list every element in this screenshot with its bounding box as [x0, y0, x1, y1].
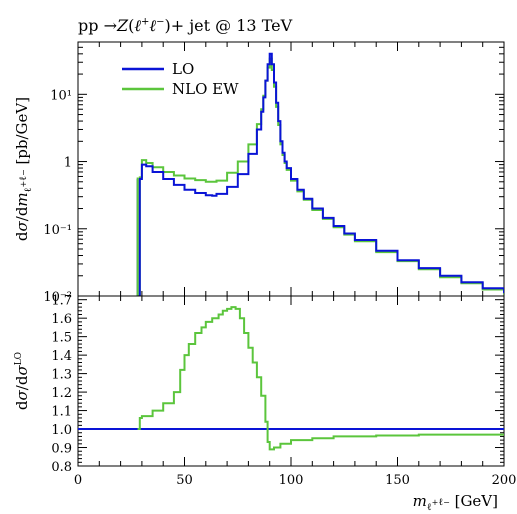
ratio-panel: 0 50 100 150 200 0.8 0.9 1.0 1.1 1.2 1.3 1.4 1.5 1.6 1…	[51, 294, 516, 488]
legend-label: LO	[172, 60, 194, 78]
main-y-tick-label: 10⁻²	[43, 290, 72, 305]
ratio-y-tick-label: 1.5	[51, 331, 72, 346]
ratio-x-tick-label: 150	[385, 473, 410, 488]
ratio-y-tick-label: 1.7	[51, 294, 72, 309]
main-y-tick-label: 1	[64, 156, 72, 171]
x-axis-label: mℓ+ℓ− [GeV]	[413, 492, 498, 513]
ratio-y-axis-label: dσ/dσLO	[13, 352, 31, 410]
main-y-tick-label: 10¹	[50, 88, 72, 103]
ratio-x-tick-label: 100	[279, 473, 304, 488]
ratio-y-tick-label: 1.6	[51, 312, 72, 327]
chart-title: pp →Z(ℓ+ℓ−)+ jet @ 13 TeV	[78, 16, 293, 35]
main-y-tick-label: 10⁻¹	[43, 223, 72, 238]
ratio-y-tick-label: 1.0	[51, 423, 72, 438]
legend-label: NLO EW	[172, 80, 239, 98]
main-y-axis-label: dσ/dmℓ+ℓ− [pb/GeV]	[13, 97, 34, 241]
legend: LO NLO EW	[122, 60, 239, 98]
ratio-y-tick-label: 1.1	[51, 405, 72, 420]
ratio-y-tick-label: 0.9	[51, 442, 72, 457]
ratio-y-tick-label: 1.2	[51, 386, 72, 401]
main-series-lo	[137, 52, 504, 296]
main-panel: 10⁻² 10⁻¹ 1 10¹	[43, 41, 505, 305]
ratio-x-tick-label: 200	[492, 473, 517, 488]
ratio-series-nlo-ew	[137, 306, 504, 451]
ratio-y-tick-label: 1.4	[51, 349, 72, 364]
ratio-y-tick-label: 0.8	[51, 460, 72, 475]
ratio-y-tick-label: 1.3	[51, 368, 72, 383]
ratio-x-tick-label: 50	[176, 473, 193, 488]
ratio-x-tick-label: 0	[74, 473, 82, 488]
axis-labels: mℓ+ℓ− [GeV] dσ/dmℓ+ℓ− [pb/GeV] dσ/dσLO	[13, 97, 498, 513]
